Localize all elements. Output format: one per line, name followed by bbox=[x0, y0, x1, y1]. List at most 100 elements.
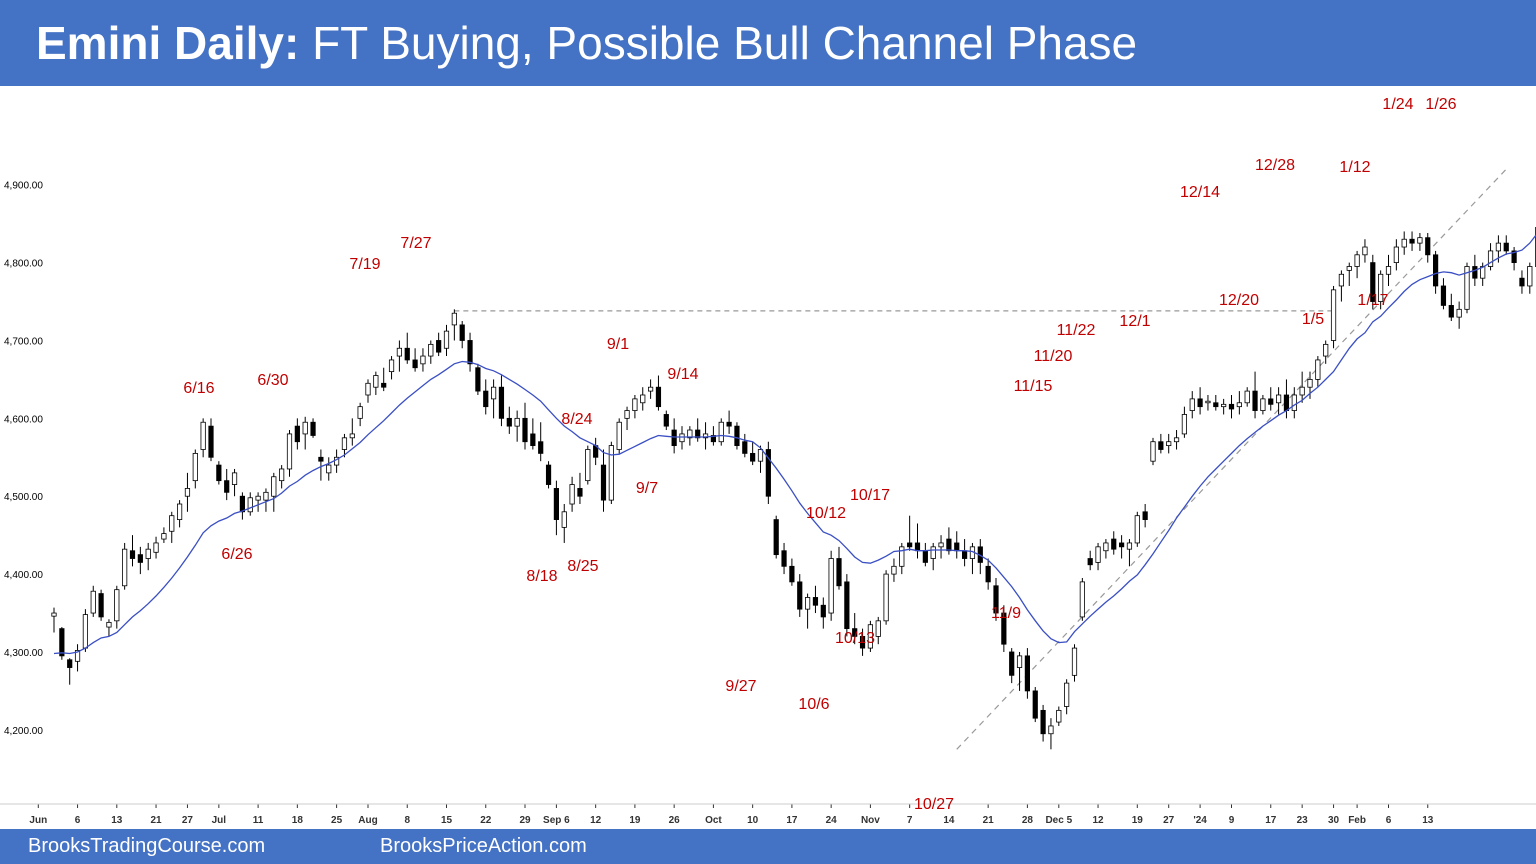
date-label: 11/22 bbox=[1057, 322, 1096, 339]
date-label: 12/14 bbox=[1180, 184, 1220, 201]
bull-candle bbox=[428, 343, 434, 357]
bull-candle bbox=[867, 624, 874, 649]
x-tick-label: 17 bbox=[1265, 815, 1277, 826]
bear-candle bbox=[812, 597, 819, 606]
date-label: 7/27 bbox=[400, 235, 431, 252]
bull-candle bbox=[1166, 441, 1172, 447]
bear-candle bbox=[844, 581, 850, 630]
x-tick-label: 10 bbox=[747, 815, 759, 826]
bull-candle bbox=[200, 421, 206, 450]
date-label: 9/27 bbox=[725, 678, 756, 695]
date-label: 11/15 bbox=[1014, 378, 1053, 395]
bull-candle bbox=[388, 359, 395, 373]
x-tick-label: 21 bbox=[150, 815, 162, 826]
bear-candle bbox=[1503, 242, 1509, 252]
bear-candle bbox=[1009, 651, 1015, 676]
bear-candle bbox=[1519, 277, 1525, 287]
bear-candle bbox=[781, 550, 787, 567]
bull-candle bbox=[891, 565, 897, 575]
bear-candle bbox=[1197, 398, 1203, 408]
bull-candle bbox=[687, 429, 693, 439]
bull-candle bbox=[805, 597, 811, 610]
x-tick-label: Dec 5 bbox=[1045, 815, 1072, 826]
bear-candle bbox=[1111, 538, 1117, 550]
bear-candle bbox=[1087, 558, 1093, 566]
bull-candle bbox=[561, 511, 567, 528]
bull-candle bbox=[443, 330, 450, 349]
bull-candle bbox=[1064, 682, 1070, 707]
bear-candle bbox=[522, 417, 528, 443]
bull-candle bbox=[632, 398, 638, 411]
bull-candle bbox=[616, 421, 622, 450]
bear-candle bbox=[538, 441, 544, 454]
bull-candle bbox=[106, 621, 112, 628]
bear-candle bbox=[1268, 398, 1274, 405]
bear-candle bbox=[946, 538, 952, 552]
bull-candle bbox=[490, 386, 497, 400]
date-label: 6/16 bbox=[183, 380, 214, 397]
bear-candle bbox=[294, 425, 300, 443]
bull-candle bbox=[718, 421, 724, 443]
bull-candle bbox=[341, 437, 348, 450]
footer-link-right[interactable]: BrooksPriceAction.com bbox=[380, 835, 587, 857]
bull-candle bbox=[1346, 266, 1352, 271]
x-tick-label: 14 bbox=[943, 815, 955, 826]
bull-candle bbox=[302, 421, 308, 435]
x-tick-label: Feb bbox=[1348, 815, 1366, 826]
bear-candle bbox=[1119, 542, 1125, 548]
bull-candle bbox=[1527, 266, 1533, 287]
bull-candle bbox=[74, 650, 81, 662]
x-tick-label: 6 bbox=[1386, 815, 1392, 826]
date-label: 1/12 bbox=[1339, 159, 1370, 176]
y-tick-label: 4,300.00 bbox=[4, 648, 43, 659]
date-label: 10/13 bbox=[835, 630, 875, 647]
bull-candle bbox=[1173, 437, 1180, 443]
bear-candle bbox=[655, 386, 662, 408]
x-tick-label: Sep 6 bbox=[543, 815, 570, 826]
bear-candle bbox=[553, 488, 560, 520]
date-label: 6/30 bbox=[257, 372, 288, 389]
x-tick-label: 13 bbox=[1422, 815, 1434, 826]
bear-candle bbox=[922, 550, 928, 563]
date-label: 1/5 bbox=[1302, 311, 1324, 328]
date-label: 12/28 bbox=[1255, 157, 1295, 174]
x-tick-label: Oct bbox=[705, 815, 722, 826]
x-tick-label: Nov bbox=[861, 815, 880, 826]
x-tick-label: 30 bbox=[1328, 815, 1340, 826]
bull-candle bbox=[1307, 379, 1313, 388]
bear-candle bbox=[695, 429, 701, 439]
date-label: 8/24 bbox=[561, 411, 592, 428]
price-chart: 4,200.00 4,300.00 4,400.00 4,500.00 4,600.00… bbox=[0, 96, 1536, 826]
bear-candle bbox=[820, 604, 826, 618]
bull-candle bbox=[51, 612, 57, 617]
title-banner: Emini Daily: FT Buying, Possible Bull Ch… bbox=[0, 0, 1536, 86]
bull-candle bbox=[1315, 359, 1321, 380]
bull-candle bbox=[263, 491, 269, 501]
footer-link-left[interactable]: BrooksTradingCourse.com bbox=[28, 835, 266, 857]
bear-candle bbox=[436, 340, 442, 353]
bear-candle bbox=[1142, 511, 1148, 520]
bear-candle bbox=[59, 628, 65, 657]
bull-candle bbox=[145, 548, 151, 559]
bull-candle bbox=[365, 382, 371, 396]
bear-candle bbox=[1213, 402, 1219, 408]
bear-candle bbox=[475, 367, 481, 392]
x-tick-label: 25 bbox=[331, 815, 343, 826]
bear-candle bbox=[663, 414, 669, 427]
date-label: 10/17 bbox=[850, 487, 890, 504]
x-tick-label: 8 bbox=[404, 815, 410, 826]
bull-candle bbox=[1330, 289, 1337, 341]
ema-20-line bbox=[53, 234, 1536, 655]
bull-candle bbox=[231, 472, 238, 485]
bull-candle bbox=[1221, 403, 1227, 408]
bear-candle bbox=[577, 488, 583, 497]
bear-candle bbox=[98, 593, 104, 618]
bull-candle bbox=[514, 417, 520, 427]
x-tick-label: 18 bbox=[292, 815, 304, 826]
bear-candle bbox=[239, 495, 245, 513]
date-label: 1/17 bbox=[1357, 292, 1388, 309]
page-title: Emini Daily: FT Buying, Possible Bull Ch… bbox=[36, 16, 1137, 70]
footer-banner: BrooksTradingCourse.com BrooksPriceActio… bbox=[0, 829, 1536, 864]
bear-candle bbox=[310, 421, 316, 436]
bear-candle bbox=[710, 435, 717, 443]
